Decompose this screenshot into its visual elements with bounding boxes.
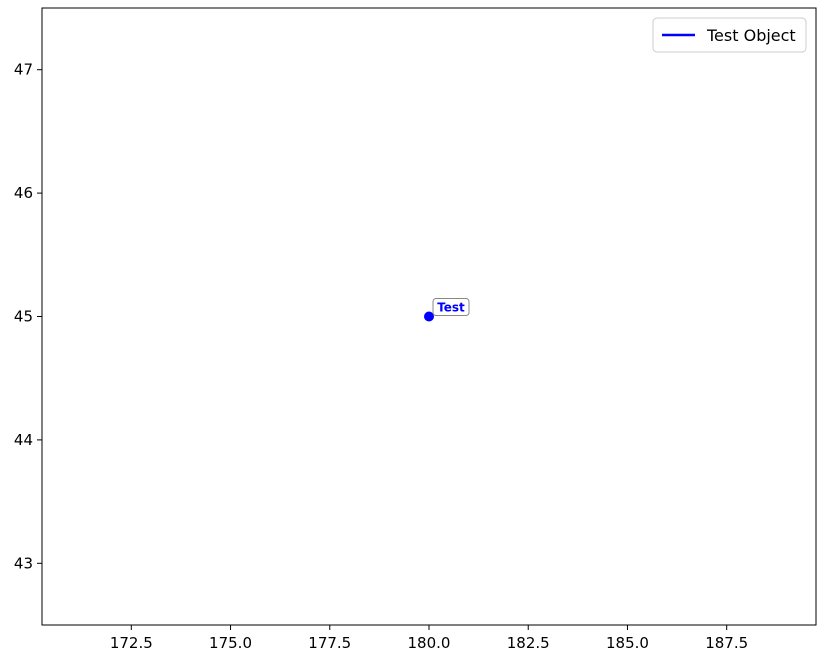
legend-entry-label: Test Object xyxy=(706,26,796,45)
y-tick-label: 44 xyxy=(14,431,33,449)
x-tick-label: 185.0 xyxy=(606,634,649,652)
legend-frame xyxy=(652,17,807,53)
annotation-label: Test xyxy=(437,301,465,315)
y-tick-label: 43 xyxy=(14,554,33,572)
legend[interactable]: Test Object xyxy=(652,17,807,53)
data-point xyxy=(424,311,434,322)
series-layer xyxy=(424,311,434,322)
axes-frame xyxy=(41,7,817,626)
axes: 172.5 175.0 177.5 180.0 182.5 185.0 187.5 43 44… xyxy=(14,7,817,652)
x-tick-label: 187.5 xyxy=(705,634,748,652)
x-tick-label: 182.5 xyxy=(507,634,550,652)
y-tick-label: 46 xyxy=(14,184,33,202)
x-tick-label: 177.5 xyxy=(308,634,351,652)
annotation-layer: Test xyxy=(432,298,470,316)
x-tick-label: 175.0 xyxy=(209,634,252,652)
x-tick-label: 172.5 xyxy=(110,634,153,652)
x-axis-ticks: 172.5 175.0 177.5 180.0 182.5 185.0 187.5 xyxy=(110,625,748,652)
y-tick-label: 47 xyxy=(14,61,33,79)
y-tick-label: 45 xyxy=(14,308,33,326)
x-tick-label: 180.0 xyxy=(408,634,451,652)
y-axis-ticks: 43 44 45 46 47 xyxy=(14,61,42,572)
annotation-box xyxy=(432,298,470,316)
